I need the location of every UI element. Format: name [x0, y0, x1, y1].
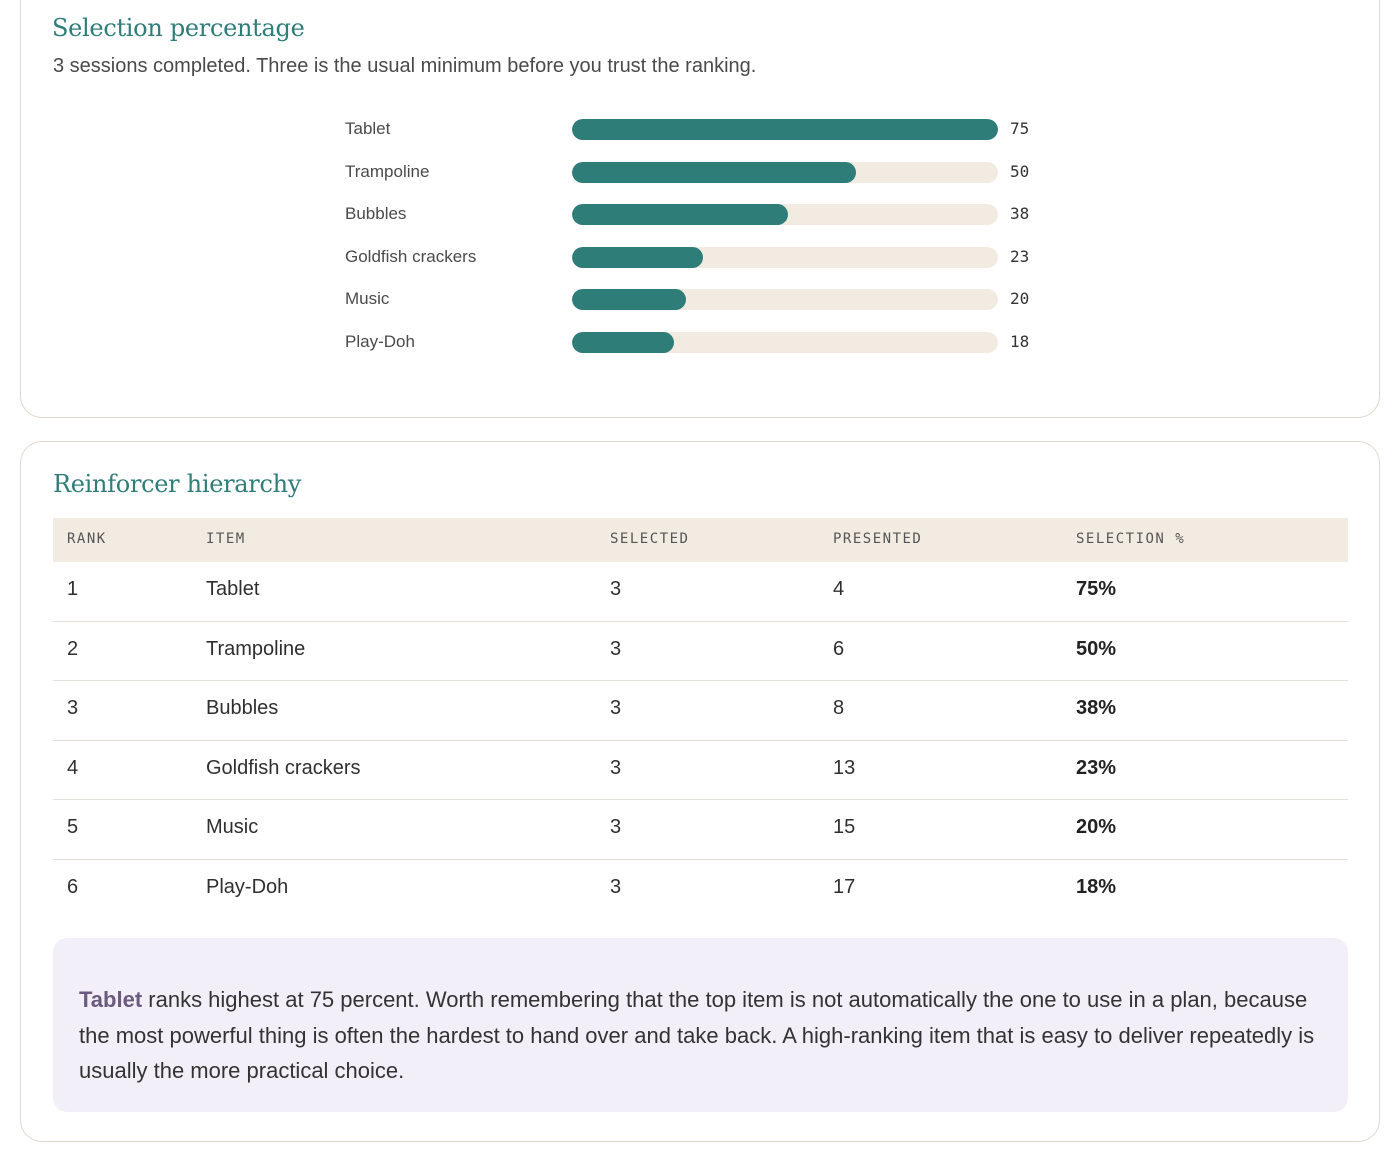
cell-rank: 1 [67, 578, 79, 600]
insight-note-text: Tablet ranks highest at 75 percent. Wort… [79, 982, 1318, 1089]
cell-item: Bubbles [206, 697, 279, 719]
bar-value: 20 [1010, 289, 1030, 309]
bar-track [572, 119, 998, 140]
bar-fill [572, 161, 856, 183]
bar-fill [572, 204, 788, 226]
top-item-highlight: Tablet [79, 987, 143, 1012]
bar-track [572, 204, 998, 226]
cell-item: Music [206, 816, 259, 838]
cell-selection-pct: 38% [1076, 697, 1117, 719]
cell-selection-pct: 20% [1076, 816, 1117, 838]
cell-item: Trampoline [206, 637, 306, 660]
sessions-subtitle: 3 sessions completed. Three is the usual… [53, 55, 757, 77]
cell-rank: 2 [67, 637, 79, 660]
header-presented: PRESENTED [833, 531, 923, 547]
cell-selected: 3 [610, 875, 622, 898]
bar-label: Trampoline [345, 161, 430, 181]
bar-label: Music [345, 289, 390, 309]
cell-selected: 3 [610, 697, 622, 719]
cell-rank: 6 [67, 875, 79, 898]
bar-label: Goldfish crackers [345, 246, 477, 266]
table-row: 1 Tablet 3 4 75% [53, 562, 1348, 622]
header-rank: RANK [67, 531, 107, 547]
insight-note-body: ranks highest at 75 percent. Worth remem… [79, 987, 1315, 1083]
cell-selection-pct: 75% [1076, 578, 1117, 600]
bar-row: Tablet 75 [345, 117, 1065, 141]
bar-track [572, 246, 998, 268]
bar-value: 23 [1010, 246, 1030, 266]
cell-presented: 4 [833, 578, 845, 600]
cell-selection-pct: 18% [1076, 875, 1117, 898]
bar-row: Music 20 [345, 287, 1065, 311]
cell-presented: 13 [833, 756, 856, 779]
cell-selection-pct: 50% [1076, 637, 1117, 660]
bar-row: Goldfish crackers 23 [345, 245, 1065, 269]
cell-item: Play-Doh [206, 875, 289, 898]
table-row: 6 Play-Doh 3 17 18% [53, 860, 1348, 920]
selection-percentage-title: Selection percentage [52, 14, 305, 42]
bar-track [572, 289, 998, 311]
cell-selection-pct: 23% [1076, 756, 1117, 779]
bar-row: Play-Doh 18 [345, 330, 1065, 354]
cell-presented: 6 [833, 637, 845, 660]
bar-label: Bubbles [345, 204, 407, 224]
cell-presented: 17 [833, 875, 856, 898]
header-selection-pct: SELECTION % [1076, 531, 1186, 547]
bar-value: 50 [1010, 161, 1030, 181]
table-row: 4 Goldfish crackers 3 13 23% [53, 741, 1348, 800]
bar-fill [572, 289, 686, 311]
reinforcer-hierarchy-card: Reinforcer hierarchy RANK ITEM SELECTED … [20, 441, 1380, 1142]
header-item: ITEM [206, 531, 246, 547]
bar-track [572, 161, 998, 183]
hierarchy-table: RANK ITEM SELECTED PRESENTED SELECTION %… [53, 518, 1348, 919]
cell-rank: 3 [67, 697, 79, 719]
bar-fill [572, 246, 703, 268]
bar-value: 38 [1010, 204, 1030, 224]
cell-selected: 3 [610, 637, 622, 660]
insight-note: Tablet ranks highest at 75 percent. Wort… [53, 938, 1348, 1112]
cell-rank: 4 [67, 756, 79, 779]
bar-row: Trampoline 50 [345, 160, 1065, 184]
table-row: 5 Music 3 15 20% [53, 800, 1348, 860]
bar-value: 75 [1010, 119, 1030, 138]
cell-selected: 3 [610, 578, 622, 600]
reinforcer-hierarchy-title: Reinforcer hierarchy [53, 470, 302, 498]
header-selected: SELECTED [610, 531, 690, 547]
cell-presented: 8 [833, 697, 845, 719]
cell-selected: 3 [610, 816, 622, 838]
table-header: RANK ITEM SELECTED PRESENTED SELECTION % [53, 518, 1348, 562]
cell-presented: 15 [833, 816, 856, 838]
bar-label: Tablet [345, 119, 391, 138]
bar-track [572, 332, 998, 353]
selection-percentage-card: Selection percentage 3 sessions complete… [20, 0, 1380, 418]
cell-item: Tablet [206, 578, 260, 600]
bar-row: Bubbles 38 [345, 202, 1065, 226]
cell-item: Goldfish crackers [206, 756, 361, 779]
table-row: 3 Bubbles 3 8 38% [53, 681, 1348, 741]
cell-rank: 5 [67, 816, 79, 838]
cell-selected: 3 [610, 756, 622, 779]
bar-value: 18 [1010, 332, 1030, 351]
bar-label: Play-Doh [345, 332, 415, 351]
bar-fill [572, 119, 998, 140]
table-row: 2 Trampoline 3 6 50% [53, 622, 1348, 681]
bar-fill [572, 332, 675, 353]
